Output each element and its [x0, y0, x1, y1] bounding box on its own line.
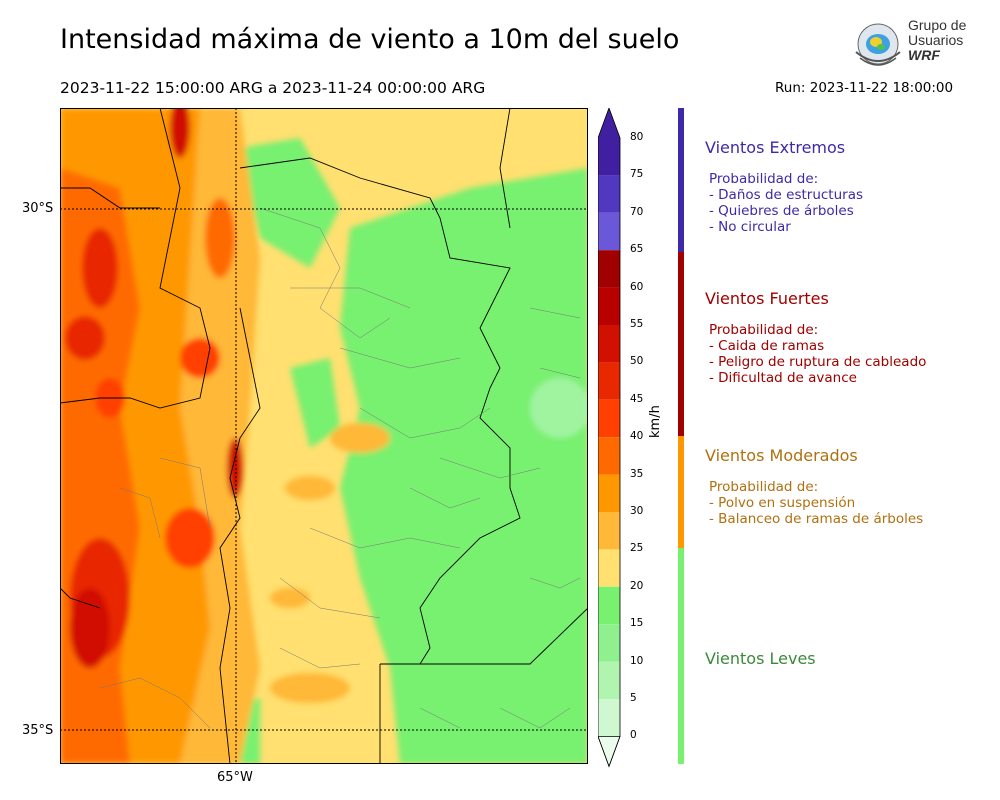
colorbar-tick-label: 70: [630, 205, 644, 218]
colorbar-tick-label: 35: [630, 467, 644, 480]
wrf-logo: Grupo de Usuarios WRF: [848, 18, 968, 70]
colorbar-segment: [598, 250, 620, 288]
colorbar-segment: [598, 699, 620, 737]
logo-line-2: Usuarios: [908, 32, 964, 48]
colorbar-tick-label: 50: [630, 355, 644, 368]
category-description: Probabilidad de: - Polvo en suspensión - B…: [705, 479, 923, 527]
wind-category: Vientos Moderados Probabilidad de: - Polvo…: [705, 446, 923, 527]
colorbar-segment: [598, 624, 620, 662]
category-title: Vientos Moderados: [705, 446, 858, 465]
wind-colorbar: [598, 108, 621, 768]
colorbar-tick-label: 65: [630, 243, 644, 256]
colorbar-units: km/h: [648, 405, 663, 438]
colorbar-tick-label: 45: [630, 392, 644, 405]
lat-label-30s: 30°S: [22, 201, 54, 216]
wind-category: Vientos Fuertes Probabilidad de: - Caida d…: [705, 289, 926, 386]
category-description: Probabilidad de: - Caida de ramas - Peligr…: [705, 322, 926, 386]
colorbar-extend-top: [598, 108, 620, 138]
colorbar-segment: [598, 586, 620, 625]
colorbar-segment: [598, 512, 620, 550]
colorbar-tick-label: 0: [630, 729, 637, 742]
category-line: - Peligro de ruptura de cableado: [709, 354, 927, 370]
lat-label-35s: 35°S: [22, 723, 54, 738]
category-line: - Caida de ramas: [709, 338, 825, 354]
globe-logo-icon: [855, 23, 901, 66]
category-title: Vientos Fuertes: [705, 289, 829, 308]
colorbar-tick-label: 60: [630, 280, 644, 293]
category-title: Vientos Leves: [705, 649, 816, 668]
colorbar-segment: [598, 661, 620, 699]
category-line: - Quiebres de árboles: [709, 203, 854, 219]
colorbar-extend-bottom: [598, 736, 621, 768]
colorbar-segment: [598, 287, 620, 325]
category-line: - Balanceo de ramas de árboles: [709, 511, 924, 527]
category-description: Probabilidad de: - Daños de estructuras - …: [705, 171, 863, 235]
colorbar-tick-label: 30: [630, 505, 644, 517]
wind-category: Vientos Extremos Probabilidad de: - Daños …: [705, 138, 863, 235]
category-line: - No circular: [709, 219, 791, 235]
category-line: Probabilidad de:: [709, 171, 819, 187]
colorbar-tick-label: 5: [630, 692, 637, 704]
strong-band: [678, 252, 684, 436]
forecast-period: 2023-11-22 15:00:00 ARG a 2023-11-24 00:…: [60, 79, 486, 97]
colorbar-segment: [598, 138, 620, 176]
logo-line-3: WRF: [908, 47, 940, 63]
colorbar-tick-label: 10: [630, 654, 644, 667]
colorbar-tick-label: 25: [630, 542, 644, 555]
colorbar-segment: [598, 437, 620, 475]
colorbar-segment: [598, 325, 620, 363]
colorbar-segment: [598, 175, 620, 213]
run-time: Run: 2023-11-22 18:00:00: [775, 80, 954, 96]
logo-line-1: Grupo de: [908, 17, 967, 33]
colorbar-segment: [598, 474, 620, 512]
map-title: Intensidad máxima de viento a 10m del su…: [60, 24, 680, 55]
colorbar-segment: [598, 212, 620, 251]
colorbar-segment: [598, 362, 620, 400]
colorbar-tick-label: 75: [630, 168, 644, 181]
category-line: - Polvo en suspensión: [709, 495, 856, 511]
moderate-band: [678, 436, 684, 548]
colorbar-segment: [598, 399, 620, 438]
extreme-band: [678, 108, 684, 252]
light-band: [678, 548, 684, 764]
colorbar-tick-label: 40: [630, 430, 644, 443]
category-line: Probabilidad de:: [709, 322, 819, 338]
colorbar-tick-label: 80: [630, 131, 644, 143]
category-line: - Daños de estructuras: [709, 187, 864, 203]
wind-map: [60, 108, 588, 764]
category-line: Probabilidad de:: [709, 479, 819, 495]
colorbar-segment: [598, 549, 620, 587]
colorbar-tick-label: 20: [630, 579, 644, 592]
colorbar-tick-label: 15: [630, 617, 644, 630]
wind-category: Vientos Leves: [705, 649, 816, 682]
colorbar-tick-label: 55: [630, 318, 644, 330]
category-title: Vientos Extremos: [705, 138, 846, 157]
lon-label-65w: 65°W: [217, 770, 253, 785]
category-line: - Dificultad de avance: [709, 370, 857, 386]
